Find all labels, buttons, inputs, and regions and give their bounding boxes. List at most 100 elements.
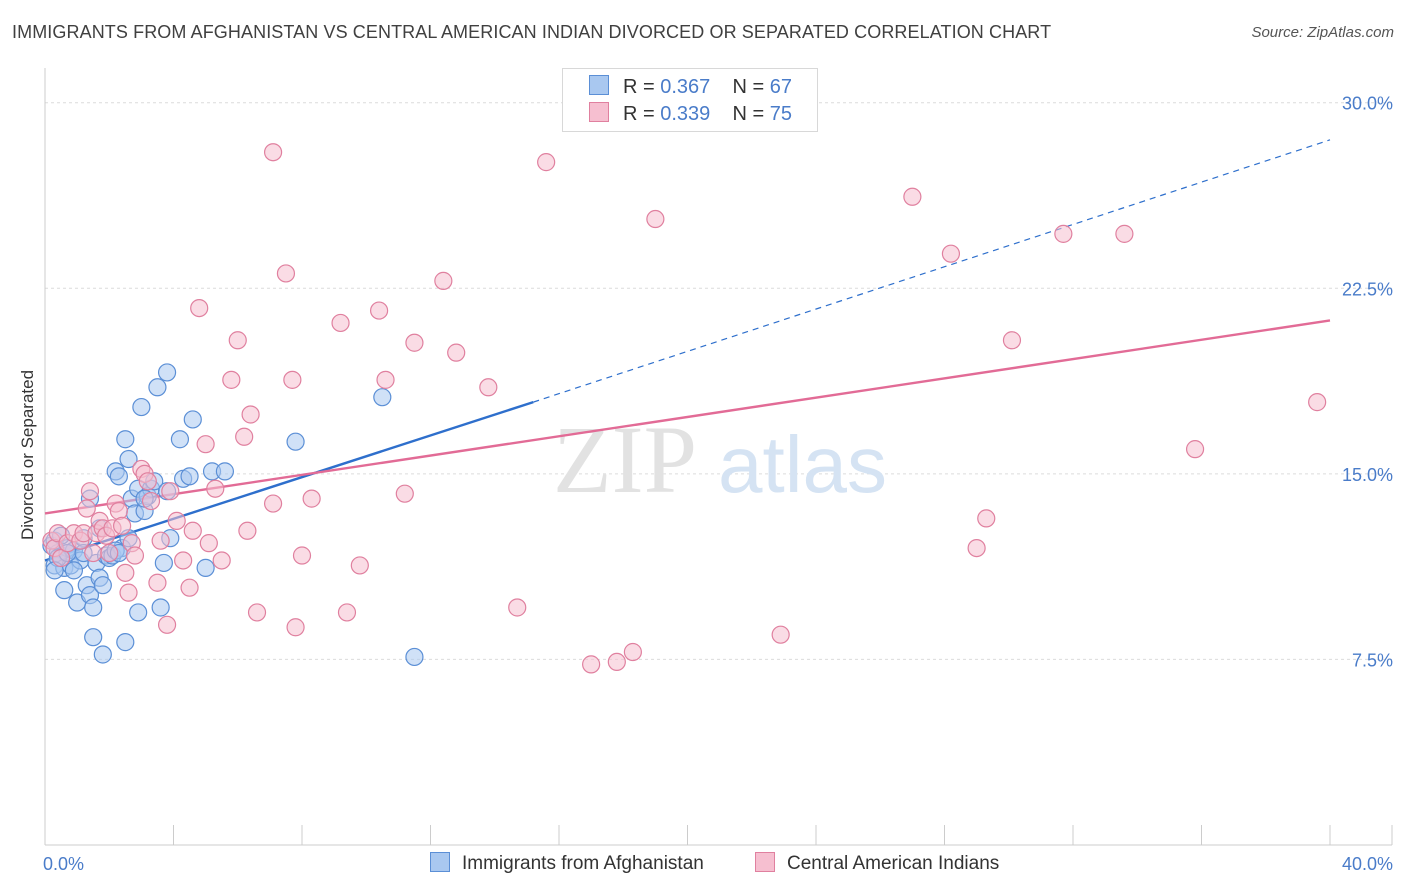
gridlines [45, 102, 1392, 660]
axes [44, 68, 1393, 846]
point-afghanistan [109, 467, 128, 486]
point-central-american [434, 271, 453, 290]
point-central-american [276, 264, 296, 283]
point-central-american [180, 578, 199, 597]
legend-row-central-american: R = 0.339 N = 75 [589, 102, 792, 126]
point-afghanistan [286, 432, 305, 451]
point-central-american [116, 563, 135, 582]
tick-labels: 7.5% 15.0% 22.5% 30.0% 0.0% 40.0% [43, 94, 1393, 874]
point-central-american [941, 244, 961, 263]
bottom-legend-swatch-blue [430, 852, 450, 872]
bottom-legend-label: Immigrants from Afghanistan [462, 853, 704, 874]
point-central-american [582, 655, 601, 674]
point-central-american [161, 482, 180, 501]
point-central-american [479, 378, 498, 397]
stats-legend: R = 0.367 N = 67 R = 0.339 N = 75 [562, 68, 818, 132]
point-central-american [395, 484, 414, 503]
bottom-legend-label: Central American Indians [787, 853, 1000, 874]
point-central-american [235, 427, 254, 446]
point-central-american [977, 509, 996, 528]
point-afghanistan [55, 581, 74, 600]
point-central-american [174, 551, 193, 570]
point-central-american [109, 501, 128, 521]
point-central-american [263, 143, 283, 162]
point-central-american [238, 521, 257, 540]
legend-n-value: 67 [769, 76, 793, 98]
point-central-american [1185, 440, 1205, 459]
point-afghanistan [154, 553, 173, 573]
point-central-american [112, 516, 132, 535]
point-central-american [283, 370, 302, 389]
point-central-american [206, 479, 225, 498]
point-central-american [447, 343, 466, 362]
legend-r-label: R = [623, 103, 655, 125]
x-tick-label: 40.0% [1342, 854, 1393, 874]
trendline-extension [533, 139, 1331, 403]
watermark-atlas: atlas [718, 420, 887, 509]
y-tick-label: 30.0% [1342, 94, 1393, 114]
point-afghanistan [196, 558, 215, 577]
point-central-american [212, 551, 231, 570]
point-afghanistan [93, 576, 112, 595]
point-central-american [302, 489, 321, 508]
point-central-american [508, 598, 527, 617]
point-central-american [370, 301, 389, 320]
trendline-central-american [44, 319, 1331, 515]
legend-row-afghanistan: R = 0.367 N = 67 [589, 75, 792, 99]
point-afghanistan [93, 645, 112, 664]
bottom-legend-afghanistan: Immigrants from Afghanistan [430, 852, 704, 875]
chart-source: Source: ZipAtlas.com [1251, 24, 1394, 41]
point-afghanistan [84, 598, 103, 617]
point-central-american [331, 313, 350, 333]
point-afghanistan [170, 430, 190, 449]
point-central-american [263, 494, 283, 513]
point-afghanistan [183, 410, 202, 429]
y-axis-label: Divorced or Separated [18, 370, 37, 540]
bottom-legend-swatch-pink [755, 852, 775, 872]
legend-r-label: R = [623, 76, 655, 98]
point-central-american [157, 615, 177, 634]
legend-r-value: 0.367 [660, 76, 711, 98]
watermark: ZIP atlas [553, 406, 887, 513]
watermark-zip: ZIP [553, 406, 697, 513]
legend-r-value: 0.339 [660, 103, 711, 125]
point-afghanistan [84, 628, 103, 647]
point-central-american [376, 370, 395, 389]
point-central-american [167, 511, 186, 530]
point-central-american [292, 546, 312, 565]
x-tick-label: 0.0% [43, 854, 84, 874]
point-afghanistan [180, 467, 199, 486]
legend-swatch-pink [589, 102, 609, 122]
point-central-american [138, 472, 157, 491]
point-central-american [80, 482, 100, 501]
point-afghanistan [373, 388, 392, 407]
point-central-american [148, 573, 167, 592]
point-central-american [646, 209, 665, 229]
point-central-american [1054, 224, 1073, 243]
legend-swatch-blue [589, 75, 609, 95]
point-afghanistan [132, 397, 151, 417]
point-central-american [623, 642, 642, 662]
point-central-american [100, 543, 119, 563]
y-tick-label: 7.5% [1352, 650, 1393, 670]
point-central-american [337, 603, 357, 622]
point-central-american [1115, 224, 1134, 243]
data-points [42, 143, 1327, 674]
point-central-american [190, 299, 209, 318]
point-central-american [286, 618, 305, 637]
point-central-american [196, 435, 215, 454]
point-central-american [222, 370, 241, 389]
point-central-american [84, 543, 103, 563]
y-tick-label: 22.5% [1342, 279, 1393, 299]
point-central-american [125, 546, 145, 565]
point-central-american [1308, 393, 1327, 412]
legend-n-label: N = [732, 103, 765, 125]
point-afghanistan [119, 449, 138, 469]
point-central-american [141, 491, 161, 511]
point-afghanistan [129, 603, 148, 622]
point-central-american [607, 652, 626, 672]
point-central-american [1002, 331, 1022, 350]
point-central-american [771, 625, 790, 644]
point-central-american [350, 556, 369, 575]
